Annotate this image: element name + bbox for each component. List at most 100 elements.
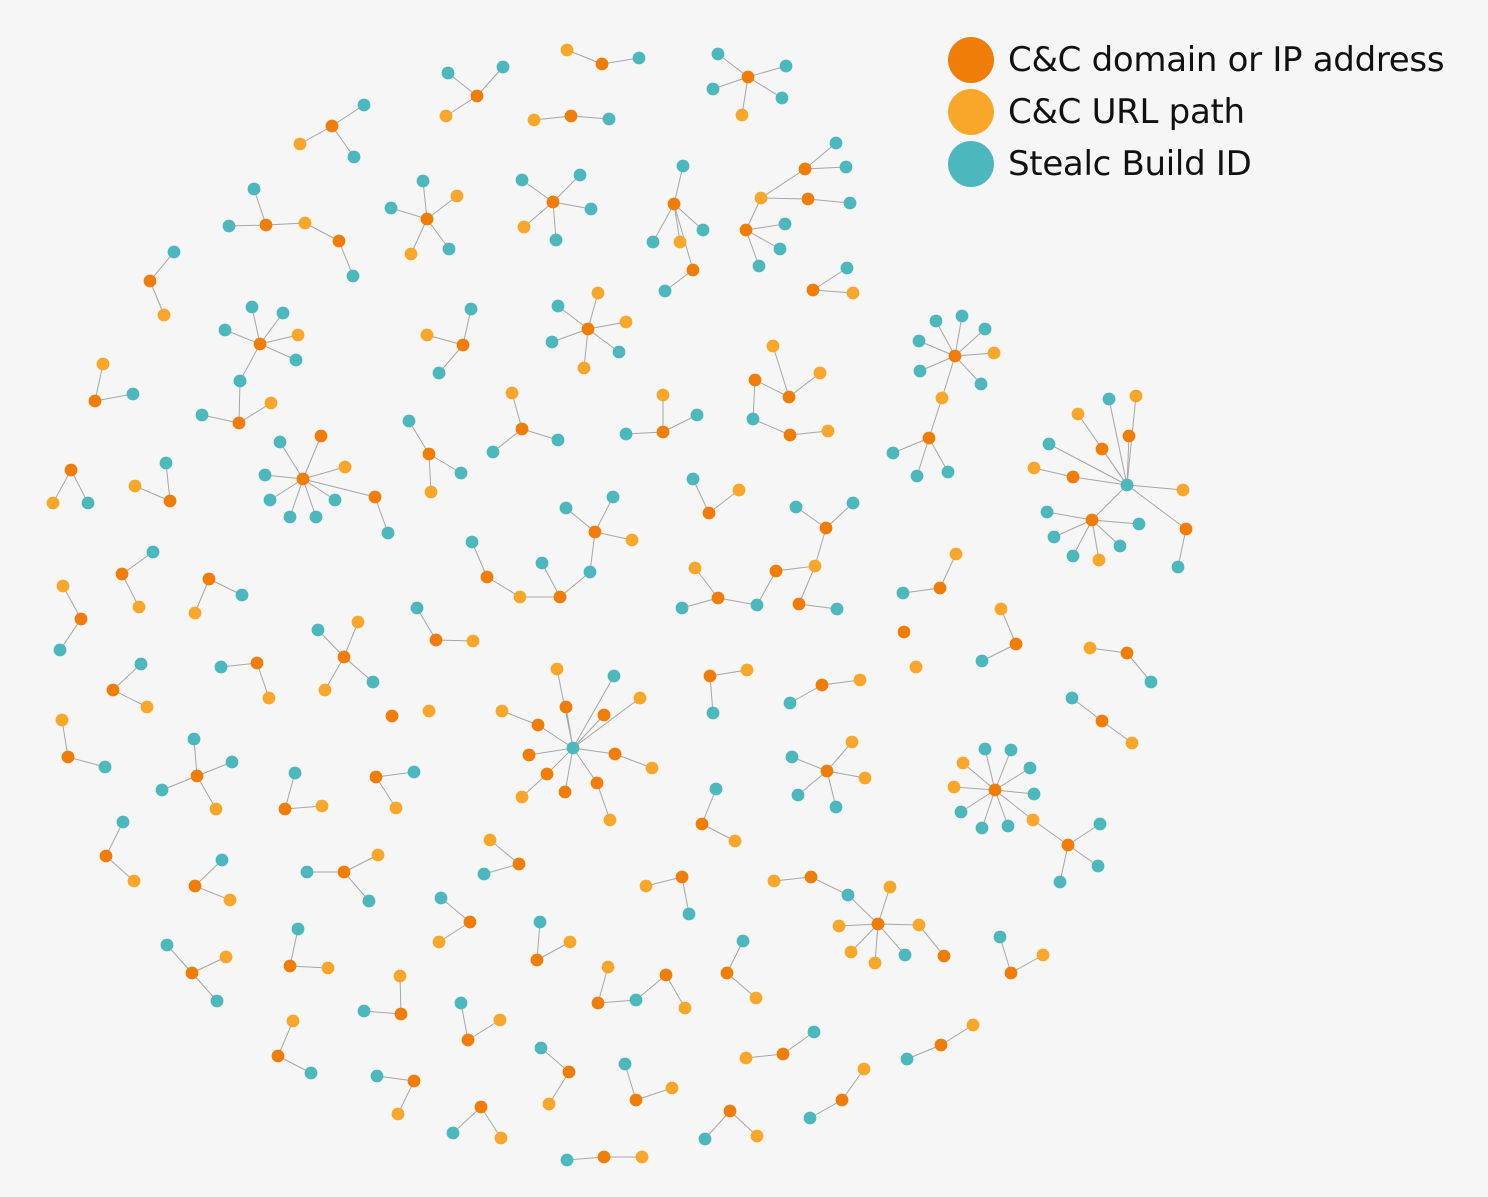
cc-url-path-node: [439, 109, 453, 123]
build-id-node: [545, 335, 559, 349]
cc-domain-node: [590, 776, 604, 790]
cc-url-path-node: [318, 683, 332, 697]
graph-edge: [259, 312, 284, 345]
graph-edge: [1091, 484, 1128, 521]
build-id-node: [675, 601, 689, 615]
build-id-node: [309, 510, 323, 524]
graph-edge: [269, 478, 304, 501]
build-id-node: [746, 412, 760, 426]
cc-url-path-node: [424, 485, 438, 499]
graph-edge: [928, 397, 943, 439]
cc-url-path-node: [1129, 389, 1143, 403]
graph-edge: [850, 923, 879, 953]
graph-edge: [838, 923, 879, 927]
graph-edge: [476, 66, 504, 97]
cc-url-path-node: [140, 700, 154, 714]
cc-url-path-node: [935, 391, 949, 405]
cc-url-path-node: [603, 813, 617, 827]
cc-url-path-node: [673, 235, 687, 249]
build-id-node: [1093, 817, 1107, 831]
cc-domain-node: [1009, 637, 1023, 651]
build-id-node: [116, 815, 130, 829]
cc-url-path-node: [767, 874, 781, 888]
cc-url-path-node: [821, 424, 835, 438]
cc-domain-node: [143, 274, 157, 288]
build-id-node: [1042, 437, 1056, 451]
graph-edge: [1091, 519, 1100, 561]
build-id-node: [1004, 743, 1018, 757]
cc-domain-node: [422, 447, 436, 461]
cc-domain-node: [296, 472, 310, 486]
cc-domain-node: [591, 996, 605, 1010]
graph-edge: [541, 562, 561, 598]
cc-domain-node: [739, 223, 753, 237]
build-id-node: [346, 269, 360, 283]
graph-edge: [935, 320, 956, 357]
graph-edge: [559, 571, 591, 598]
build-id-node: [551, 433, 565, 447]
cc-domain-node: [695, 817, 709, 831]
cc-domain-node: [515, 422, 529, 436]
graph-edge: [941, 355, 956, 399]
graph-edge: [302, 478, 317, 518]
graph-edge: [981, 789, 996, 829]
build-id-node: [300, 865, 314, 879]
build-id-node: [775, 91, 789, 105]
cc-domain-node: [1179, 522, 1193, 536]
build-id-node: [829, 136, 843, 150]
graph-edge: [94, 393, 134, 402]
cc-url-path-node: [315, 799, 329, 813]
build-id-node: [215, 853, 229, 867]
build-id-node: [607, 669, 621, 683]
graph-edge: [717, 597, 758, 606]
build-id-node: [187, 732, 201, 746]
graph-edge: [918, 924, 945, 957]
build-id-node: [929, 314, 943, 328]
graph-edge: [587, 328, 620, 353]
graph-edge: [652, 203, 675, 243]
build-id-node: [381, 526, 395, 540]
graph-edge: [1091, 519, 1140, 525]
graph-edge: [954, 315, 963, 357]
build-id-node: [778, 217, 792, 231]
graph-edge: [673, 165, 684, 205]
build-id-node: [195, 408, 209, 422]
build-id-node: [750, 598, 764, 612]
cc-url-path-node: [291, 328, 305, 342]
cc-domain-node: [369, 770, 383, 784]
build-id-node: [898, 948, 912, 962]
build-id-node: [454, 466, 468, 480]
graph-edge: [807, 198, 851, 204]
build-id-node: [549, 233, 563, 247]
cc-url-path-node: [912, 918, 926, 932]
build-id-node: [551, 299, 565, 313]
cc-url-path-node: [732, 483, 746, 497]
cc-url-path-node: [740, 663, 754, 677]
build-id-node: [573, 168, 587, 182]
build-id-node: [709, 782, 723, 796]
build-id-node: [789, 500, 803, 514]
cc-domain-node: [720, 966, 734, 980]
cc-url-path-node: [432, 935, 446, 949]
build-id-node: [1047, 530, 1061, 544]
cc-domain-node: [64, 463, 78, 477]
cc-domain-node: [937, 949, 951, 963]
build-id-node: [698, 1132, 712, 1146]
cc-domain-node: [429, 633, 443, 647]
cc-domain-node: [394, 1007, 408, 1021]
cc-url-path-node: [132, 600, 146, 614]
build-id-node: [1102, 392, 1116, 406]
cc-url-path-node: [1125, 736, 1139, 750]
cc-domain-node: [686, 263, 700, 277]
graph-edge: [745, 223, 786, 231]
legend-label-build-id: Stealc Build ID: [1008, 144, 1252, 184]
build-id-node: [978, 742, 992, 756]
cc-domain-node: [748, 373, 762, 387]
build-id-node: [370, 1069, 384, 1083]
graph-edge: [775, 565, 816, 572]
cc-domain-node: [564, 109, 578, 123]
build-id-node: [214, 660, 228, 674]
cc-domain-node: [804, 870, 818, 884]
cc-domain-node: [368, 490, 382, 504]
build-id-node: [410, 601, 424, 615]
